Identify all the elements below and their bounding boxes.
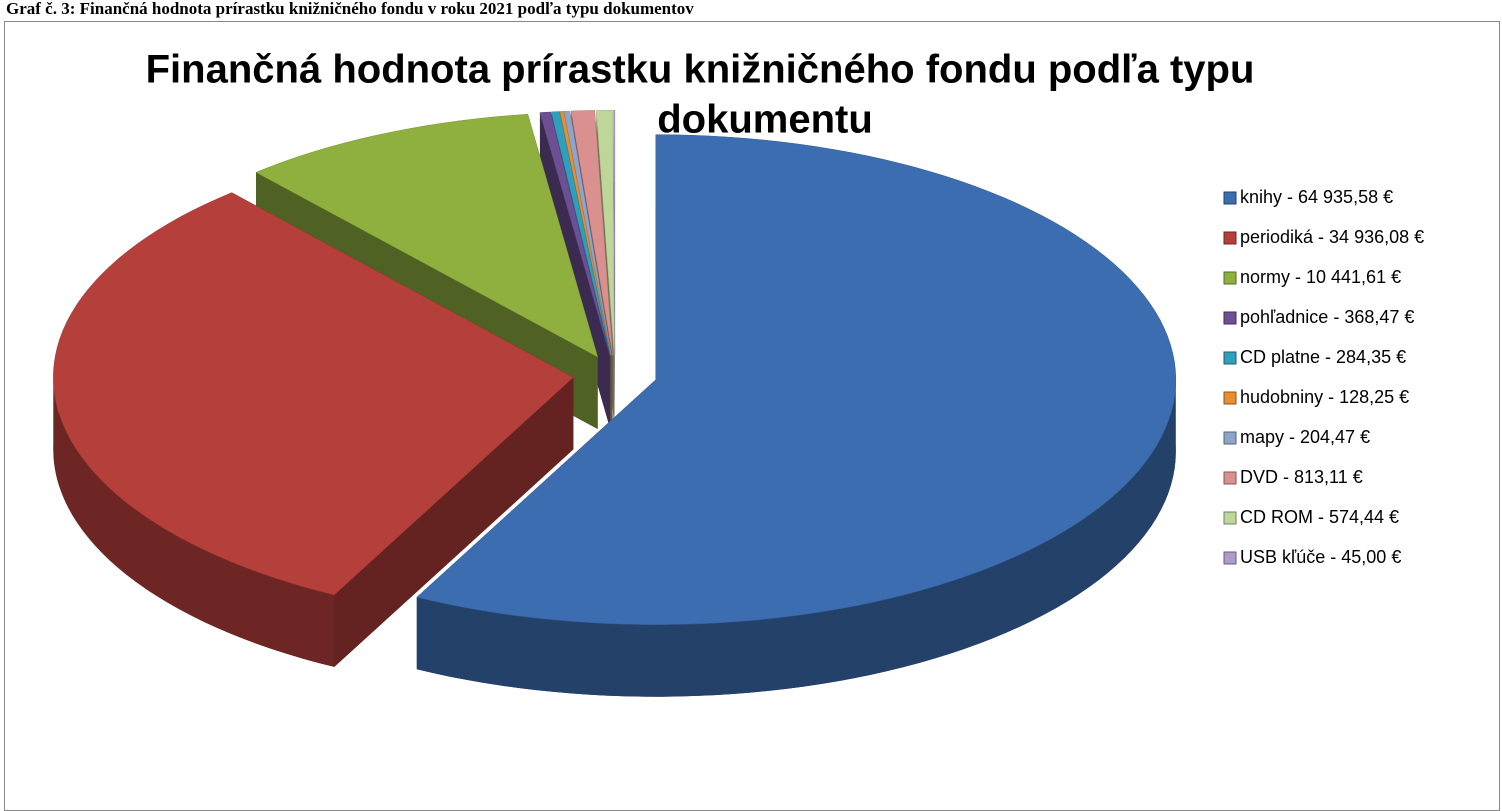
legend-label: DVD - 813,11 € [1240,467,1363,487]
pie [53,109,1177,697]
legend-swatch [1223,511,1237,525]
legend-label: CD ROM - 574,44 € [1240,507,1399,527]
legend-swatch [1223,351,1237,365]
legend-label: mapy - 204,47 € [1240,427,1370,447]
slice-side [334,377,574,667]
slice-top [613,109,616,356]
legend-label: USB kľúče - 45,00 € [1240,547,1401,567]
legend: knihy - 64 935,58 € periodiká - 34 936,08… [1223,187,1424,567]
slice-top [416,134,1177,625]
slice-top [559,111,612,356]
legend-swatch [1223,271,1237,285]
slice-top [596,109,615,356]
legend-label: hudobniny - 128,25 € [1240,387,1409,407]
slice-top [539,111,611,356]
legend-label: periodiká - 34 936,08 € [1240,227,1424,247]
legend-label: knihy - 64 935,58 € [1240,187,1393,207]
legend-swatch [1223,471,1237,485]
caption: Graf č. 3: Finančná hodnota prírastku kn… [6,0,694,18]
legend-swatch [1223,311,1237,325]
slice-top [563,110,612,356]
legend-swatch [1223,231,1237,245]
legend-swatch [1223,191,1237,205]
slice-top [53,192,574,596]
legend-label: normy - 10 441,61 € [1240,267,1401,287]
slice [53,192,574,667]
legend-label: CD platne - 284,35 € [1240,347,1406,367]
chart-title: Finančná hodnota prírastku knižničného f… [146,48,1255,92]
slice-wall [416,379,1176,697]
legend-swatch [1223,431,1237,445]
slice-wall [53,377,335,667]
slice [613,109,616,428]
chart-title: dokumentu [657,98,873,142]
legend-label: pohľadnice - 368,47 € [1240,307,1414,327]
slice [416,134,1177,697]
slice-top [570,110,613,356]
legend-swatch [1223,391,1237,405]
slice-top [550,111,611,356]
slice-top [255,113,599,358]
legend-swatch [1223,551,1237,565]
